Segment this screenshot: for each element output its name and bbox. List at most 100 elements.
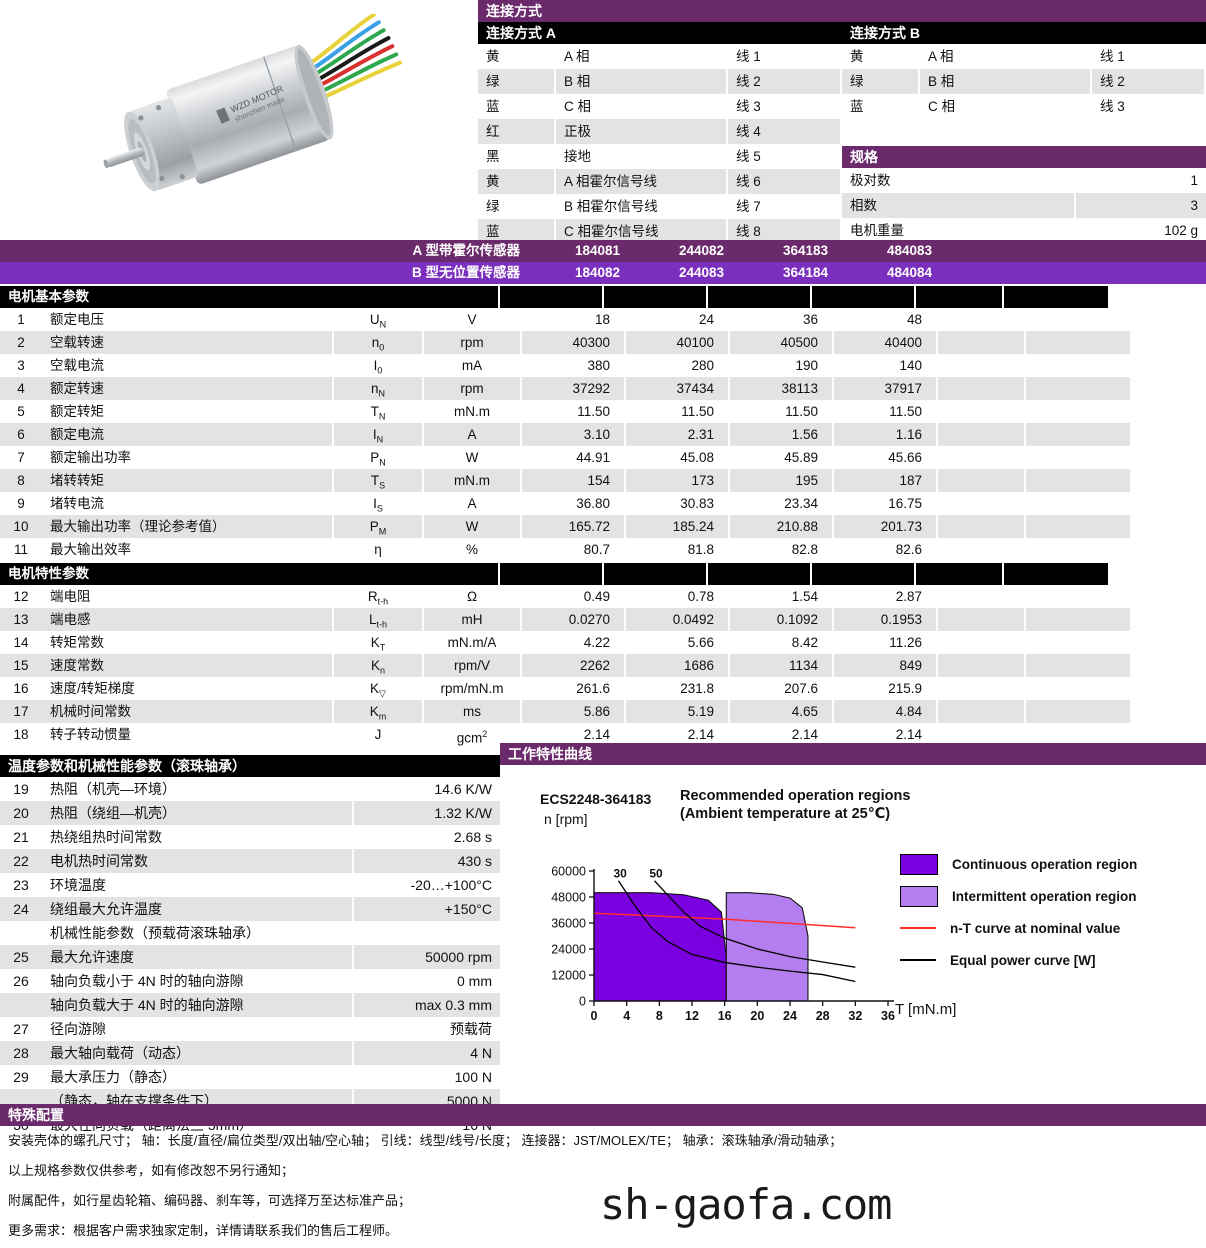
wire-color: 黄: [478, 44, 554, 69]
wire-function: A 相: [556, 44, 726, 69]
temp-row: 轴向负载大于 4N 时的轴向游隙 max 0.3 mm: [0, 993, 500, 1017]
parameter-value: 40100: [626, 331, 728, 354]
parameter-value: 18: [522, 308, 624, 331]
parameter-value-empty: [1026, 331, 1130, 354]
parameter-unit: rpm/V: [424, 654, 520, 677]
parameter-value-empty: [938, 492, 1024, 515]
parameter-value: 190: [730, 354, 832, 377]
parameter-symbol: nN: [334, 377, 422, 400]
chart-y-tick-label: 36000: [551, 917, 586, 931]
parameter-value-empty: [1026, 492, 1130, 515]
parameter-unit: rpm: [424, 331, 520, 354]
parameter-symbol: n0: [334, 331, 422, 354]
section-bar-seg: [708, 563, 810, 585]
parameter-value: 1134: [730, 654, 832, 677]
chart-x-tick-label: 4: [623, 1009, 630, 1023]
parameter-row: 16 速度/转矩梯度 K▽ rpm/mN.m 261.6 231.8 207.6 215.9: [0, 677, 1206, 700]
legend-label: Equal power curve [W]: [950, 952, 1096, 968]
chart-region-intermittent: [725, 892, 809, 1002]
temp-table-header: 温度参数和机械性能参数（滚珠轴承）: [0, 755, 500, 777]
spec-header: 规格: [842, 146, 1206, 168]
type-a-code-cells: 184081 244082 364183 484083: [530, 240, 1156, 262]
parameter-unit: mN.m: [424, 400, 520, 423]
temp-index: [0, 921, 42, 945]
parameter-value: 2262: [522, 654, 624, 677]
parameter-value: 0.49: [522, 585, 624, 608]
parameter-unit: mA: [424, 354, 520, 377]
parameter-value: 45.89: [730, 446, 832, 469]
parameter-name: 堵转转矩: [42, 469, 332, 492]
connection-row: 黑接地线 5: [478, 144, 842, 169]
legend-label: n-T curve at nominal value: [950, 920, 1121, 936]
special-config-lines: 安装壳体的螺孔尺寸； 轴：长度/直径/扁位类型/双出轴/空心轴； 引线：线型/线…: [0, 1126, 1206, 1246]
parameter-row: 17 机械时间常数 Km ms 5.86 5.19 4.65 4.84: [0, 700, 1206, 723]
parameter-index: 8: [0, 469, 42, 492]
spec-value: 102 g: [1076, 218, 1206, 243]
model-code-cell: 484083: [886, 243, 932, 258]
special-config-line: 更多需求：根据客户需求独家定制，详情请联系我们的售后工程师。: [8, 1223, 399, 1238]
parameter-unit: rpm: [424, 377, 520, 400]
temp-row: 28 最大轴向载荷（动态） 4 N: [0, 1041, 500, 1065]
parameter-name: 最大输出效率: [42, 538, 332, 561]
wire-color: 黑: [478, 144, 554, 169]
parameter-value: 24: [626, 308, 728, 331]
parameter-row: 15 速度常数 Kn rpm/V 2262 1686 1134 849: [0, 654, 1206, 677]
parameter-symbol: η: [334, 538, 422, 561]
parameter-name: 额定输出功率: [42, 446, 332, 469]
parameter-value: 173: [626, 469, 728, 492]
spec-value: 3: [1076, 193, 1206, 218]
parameter-unit: rpm/mN.m: [424, 677, 520, 700]
model-code-cell: 244082: [678, 243, 724, 258]
parameter-value-empty: [1026, 677, 1130, 700]
parameter-value: 165.72: [522, 515, 624, 538]
parameter-index: 12: [0, 585, 42, 608]
section-bar-seg: [812, 286, 914, 308]
parameter-value-empty: [1026, 608, 1130, 631]
chart-y-axis-label: n [rpm]: [544, 811, 588, 827]
parameter-value-empty: [938, 308, 1024, 331]
temp-row: 23 环境温度 -20…+100°C: [0, 873, 500, 897]
temp-row: 22 电机热时间常数 430 s: [0, 849, 500, 873]
temp-name: 热阻（绕组—机壳）: [42, 801, 352, 825]
parameter-unit: %: [424, 538, 520, 561]
temp-value: -20…+100°C: [354, 873, 500, 897]
parameter-value-empty: [1026, 700, 1130, 723]
spec-label: 极对数: [842, 168, 1074, 193]
parameter-value: 201.73: [834, 515, 936, 538]
wire-number: 线 8: [728, 219, 840, 244]
legend-item: Equal power curve [W]: [900, 944, 1137, 976]
connection-row: 红正极线 4: [478, 119, 842, 144]
chart-x-tick-label: 16: [718, 1009, 732, 1023]
parameter-value-empty: [938, 354, 1024, 377]
parameter-value: 5.19: [626, 700, 728, 723]
parameter-index: 10: [0, 515, 42, 538]
parameter-index: 2: [0, 331, 42, 354]
motor-illustration: WZD MOTOR shenzhen made: [103, 12, 403, 192]
model-code-cell: 184081: [574, 243, 620, 258]
section-header-characteristic: 电机特性参数: [0, 563, 1206, 585]
parameter-value: 2.31: [626, 423, 728, 446]
parameter-name: 空载电流: [42, 354, 332, 377]
parameter-unit: A: [424, 492, 520, 515]
chart-x-tick-label: 8: [656, 1009, 663, 1023]
temp-value: 0 mm: [354, 969, 500, 993]
temp-row: 27 径向游隙 预载荷: [0, 1017, 500, 1041]
parameter-name: 额定转矩: [42, 400, 332, 423]
parameter-unit: A: [424, 423, 520, 446]
temp-name: 径向游隙: [42, 1017, 352, 1041]
connection-table-b-header: 连接方式 B: [842, 22, 1206, 44]
temp-name: 电机热时间常数: [42, 849, 352, 873]
parameter-value: 1686: [626, 654, 728, 677]
parameter-value-empty: [938, 331, 1024, 354]
parameter-value: 1.16: [834, 423, 936, 446]
temp-name: 轴向负载小于 4N 时的轴向游隙: [42, 969, 352, 993]
parameter-index: 5: [0, 400, 42, 423]
motor-product-photo: WZD MOTOR shenzhen made: [70, 12, 420, 219]
parameter-value: 11.50: [626, 400, 728, 423]
parameter-name: 转矩常数: [42, 631, 332, 654]
section-bar-seg: [916, 286, 1002, 308]
section-bar-seg: [500, 563, 602, 585]
spec-row: 极对数 1: [842, 168, 1206, 193]
